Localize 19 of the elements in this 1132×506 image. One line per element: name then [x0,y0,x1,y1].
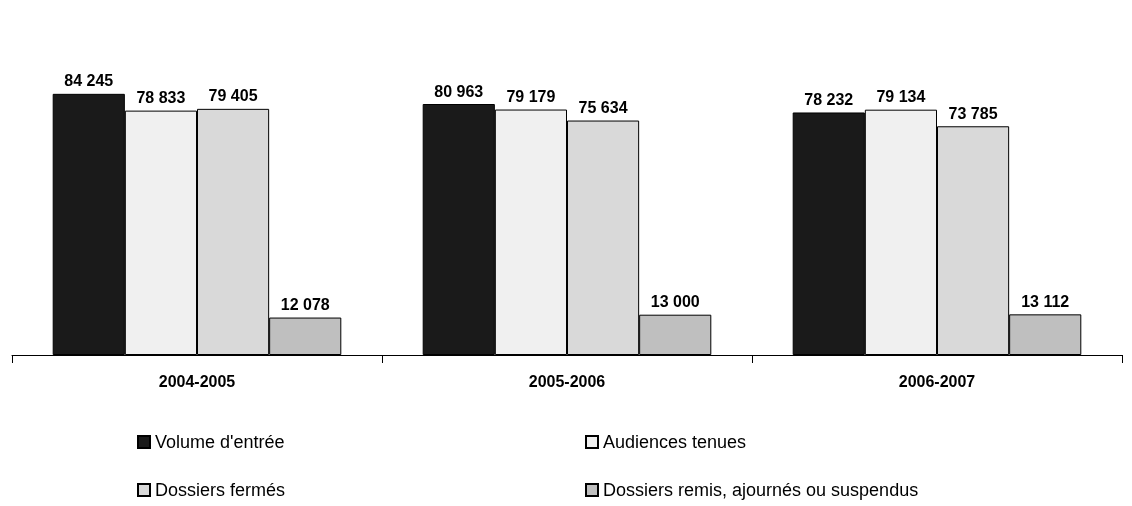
data-label: 75 634 [578,99,628,117]
data-label: 13 112 [1021,292,1070,310]
x-tick-label: 2004-2005 [158,372,236,390]
data-label: 12 078 [280,296,330,314]
legend-label: Dossiers fermés [155,480,286,500]
data-label: 78 232 [804,90,854,108]
x-tick-label: 2006-2007 [898,372,976,390]
legend-label: Volume d'entrée [155,432,285,452]
data-label: 79 405 [208,87,258,105]
x-tick-label: 2005-2006 [528,372,606,390]
data-label: 73 785 [948,104,998,122]
data-label: 84 245 [64,72,114,90]
data-label: 78 833 [136,89,186,107]
data-label: 79 179 [506,88,556,106]
legend-label: Audiences tenues [603,432,747,452]
legend-label: Dossiers remis, ajournés ou suspendus [603,480,919,500]
data-label: 79 134 [876,88,926,106]
data-label: 80 963 [434,82,484,100]
data-label: 13 000 [650,293,700,311]
